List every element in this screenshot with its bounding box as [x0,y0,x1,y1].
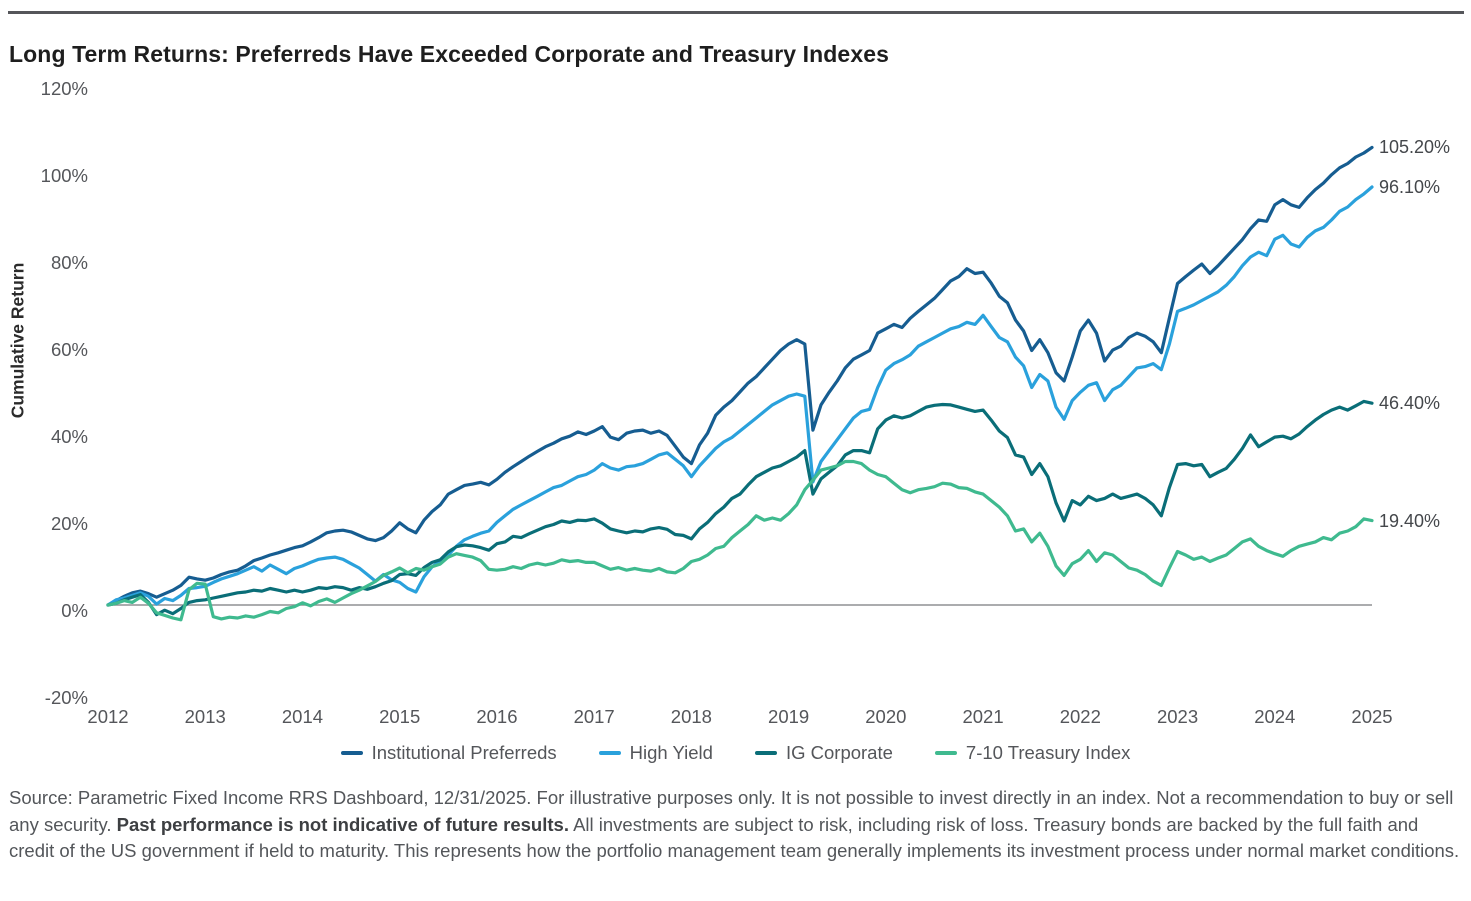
footer-text: investment process under normal market c… [1030,840,1460,861]
end-label-treasury-index: 19.40% [1379,510,1441,531]
legend: Institutional Preferreds High Yield IG C… [0,742,1471,764]
x-tick-label: 2015 [379,706,421,727]
footer-bold-text: Past performance is not indicative of fu… [116,813,569,835]
end-label-high-yield: 96.10% [1379,176,1441,197]
legend-label: High Yield [629,742,713,763]
legend-label: 7-10 Treasury Index [965,742,1131,763]
chart-area [106,145,1374,622]
top-rule [8,11,1464,14]
y-tick-label: 60% [50,339,88,360]
y-tick-label: 100% [40,165,88,186]
y-tick-label: 20% [50,513,88,534]
end-label-ig-corporate: 46.40% [1379,393,1441,414]
x-tick-label: 2018 [670,706,712,727]
legend-dash-icon [340,751,363,755]
x-tick-label: 2024 [1254,706,1296,727]
series-line-7-10-treasury-index [106,459,1374,622]
series-line-ig-corporate [106,399,1374,617]
x-tick-label: 2025 [1351,706,1393,727]
legend-item-ig-corporate: IG Corporate [754,742,893,764]
y-tick-label: 0% [61,600,88,621]
legend-item-institutional-preferreds: Institutional Preferreds [340,742,557,764]
x-tick-label: 2020 [865,706,907,727]
legend-item-high-yield: High Yield [598,742,713,764]
footer-text: backed by the full faith and credit of t… [9,813,1419,862]
legend-dash-icon [754,751,777,755]
x-tick-label: 2021 [962,706,1004,727]
x-tick-label: 2012 [87,706,129,727]
end-label-institutional-preferreds: 105.20% [1379,137,1451,158]
x-tick-label: 2023 [1156,706,1199,727]
legend-label: IG Corporate [785,742,893,763]
x-tick-label: 2014 [281,706,324,727]
footer-text: All investments are subject to risk, inc… [568,813,1194,835]
page-title: Long Term Returns: Preferreds Have Excee… [9,41,889,68]
legend-label: Institutional Preferreds [371,742,557,763]
footer-text: to buy or sell any security. [9,787,1454,835]
y-tick-label: 80% [50,252,88,273]
y-tick-label: 120% [40,78,88,99]
x-tick-label: 2013 [184,706,226,727]
x-tick-label: 2016 [476,706,518,727]
y-tick-label: 40% [50,426,88,447]
series-line-high-yield [106,185,1374,607]
x-tick-label: 2019 [768,706,810,727]
legend-dash-icon [934,751,957,755]
x-tick-label: 2022 [1059,706,1101,727]
x-tick-label: 2017 [573,706,615,727]
y-tick-label: -20% [44,687,88,708]
source-disclaimer: Source: Parametric Fixed Income RRS Dash… [9,785,1461,865]
legend-item-treasury-index: 7-10 Treasury Index [934,742,1131,764]
legend-dash-icon [598,751,621,755]
series-line-institutional-preferreds [106,145,1374,607]
footer-text: Source: Parametric Fixed Income RRS Dash… [9,787,1344,808]
